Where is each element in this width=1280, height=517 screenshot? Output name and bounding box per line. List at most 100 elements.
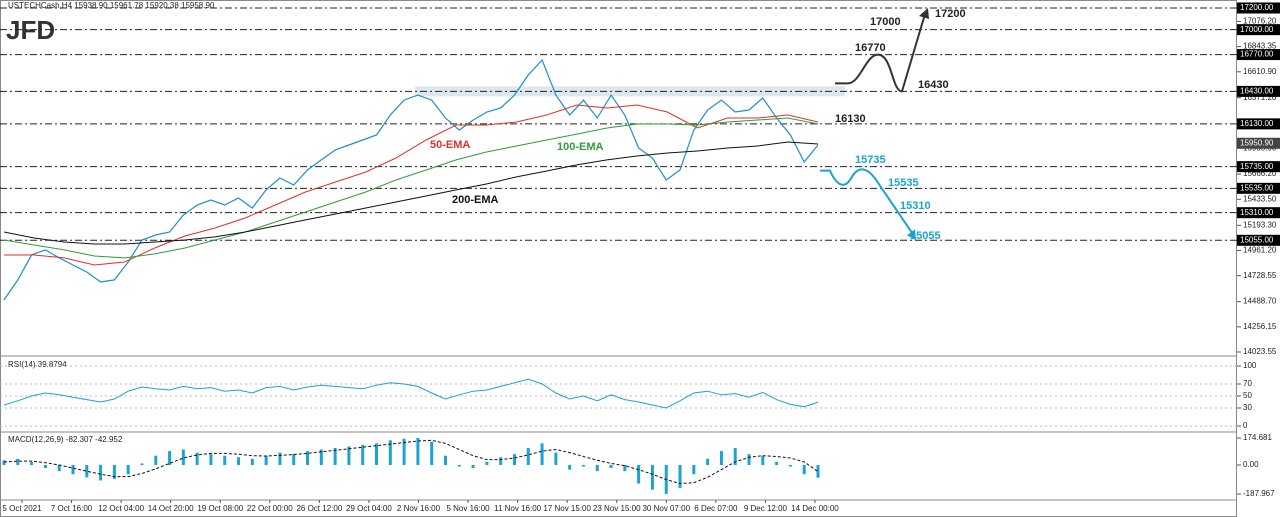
x-tick-label: 30 Nov 07:00: [642, 504, 690, 513]
macd-bar: [402, 438, 406, 465]
level-box-label: 15055.00: [1240, 235, 1274, 244]
level-annotation: 15310: [900, 200, 931, 212]
y-tick-label: 50: [1243, 391, 1252, 400]
y-tick-label: 15193.30: [1243, 220, 1277, 229]
macd-bar: [264, 455, 268, 465]
macd-bar: [195, 452, 199, 465]
macd-bar: [154, 455, 158, 465]
y-tick-label: 14023.55: [1243, 347, 1277, 356]
arrow-head: [907, 229, 916, 241]
level-box-label: 16430.00: [1240, 86, 1274, 95]
x-tick-label: 2 Nov 16:00: [397, 504, 441, 513]
macd-bar: [706, 458, 710, 465]
macd-bar: [306, 451, 310, 465]
macd-bar: [788, 464, 792, 467]
level-annotation: 15055: [910, 230, 941, 242]
x-tick-label: 17 Nov 15:00: [543, 504, 591, 513]
macd-bar: [43, 464, 47, 469]
macd-bar: [223, 455, 227, 465]
macd-bar: [361, 444, 365, 465]
level-box: [1237, 49, 1280, 61]
macd-bar: [609, 464, 613, 469]
level-box: [1237, 161, 1280, 173]
macd-bar: [471, 464, 475, 469]
arrow-head: [919, 8, 929, 19]
macd-bar: [568, 464, 572, 470]
x-tick-label: 14 Oct 20:00: [148, 504, 194, 513]
y-tick-label: 100: [1243, 361, 1257, 370]
macd-bar: [99, 464, 103, 481]
macd-bar: [237, 457, 241, 465]
macd-bar: [57, 464, 61, 472]
scenario-arrow: [835, 13, 926, 93]
macd-bar: [292, 454, 296, 465]
macd-bar: [85, 464, 89, 478]
macd-bar: [30, 461, 34, 465]
current-label: 15950.90: [1240, 138, 1274, 147]
x-tick-label: 6 Dec 07:00: [694, 504, 738, 513]
x-tick-label: 5 Oct 2021: [2, 504, 42, 513]
level-box: [1237, 24, 1280, 36]
level-box-label: 17200.00: [1240, 3, 1274, 12]
macd-bar: [637, 464, 641, 484]
x-tick-label: 7 Oct 16:00: [51, 504, 93, 513]
frame: [0, 0, 1237, 517]
macd-bar: [485, 461, 489, 465]
macd-bar: [416, 437, 420, 465]
macd-bar: [554, 452, 558, 465]
y-tick-label: 30: [1243, 403, 1252, 412]
level-annotation: 17200: [935, 8, 966, 20]
macd-bar: [126, 464, 130, 475]
macd-bar: [733, 447, 737, 465]
macd-bar: [512, 454, 516, 465]
macd-bar: [278, 452, 282, 465]
macd-bar: [761, 455, 765, 465]
level-box-label: 15310.00: [1240, 208, 1274, 217]
x-tick-label: 19 Oct 08:00: [197, 504, 243, 513]
ema-label: 200-EMA: [452, 194, 499, 206]
level-box: [1237, 85, 1280, 97]
y-tick-label: 16371.20: [1243, 93, 1277, 102]
level-annotation: 16430: [918, 79, 949, 91]
macd-bar: [375, 443, 379, 465]
ema-line: [4, 104, 819, 266]
macd-bar: [457, 464, 461, 467]
macd-bar: [692, 464, 696, 475]
macd-bar: [430, 441, 434, 465]
level-box: [1237, 234, 1280, 246]
macd-bar: [526, 447, 530, 465]
macd-bar: [319, 449, 323, 465]
macd-bar: [347, 446, 351, 465]
y-tick-label: 15433.50: [1243, 194, 1277, 203]
macd-bar: [388, 440, 392, 465]
macd-bar: [581, 464, 585, 467]
macd-bar: [775, 461, 779, 465]
macd-bar: [650, 464, 654, 490]
ema-label: 100-EMA: [557, 141, 604, 153]
macd-bar: [16, 458, 20, 465]
level-annotation: 17000: [870, 16, 901, 28]
rsi-line: [3, 378, 819, 409]
y-tick-label: 0.00: [1243, 460, 1259, 469]
macd-bar: [719, 451, 723, 465]
y-tick-label: 15666.20: [1243, 169, 1277, 178]
macd-bar: [250, 458, 254, 465]
level-annotation: 15735: [855, 154, 886, 166]
current-box: [1237, 137, 1280, 149]
macd-bar: [71, 464, 75, 475]
macd-bar: [209, 454, 213, 465]
macd-bar: [112, 464, 116, 479]
x-tick-label: 14 Dec 00:00: [791, 504, 839, 513]
y-tick-label: 70: [1243, 379, 1252, 388]
y-tick-label: -187.967: [1243, 489, 1275, 498]
macd-bar: [623, 464, 627, 472]
level-annotation: 15535: [888, 177, 919, 189]
macd-bar: [499, 457, 503, 465]
macd-bar: [168, 451, 172, 465]
level-box: [1237, 118, 1280, 130]
macd-bar: [595, 464, 599, 472]
header: USTECHCash,H4 15938.90 15961.78 15920.38…: [8, 1, 215, 10]
rsi-title: RSI(14) 39.8794: [8, 360, 67, 369]
y-tick-label: 0: [1243, 421, 1248, 430]
